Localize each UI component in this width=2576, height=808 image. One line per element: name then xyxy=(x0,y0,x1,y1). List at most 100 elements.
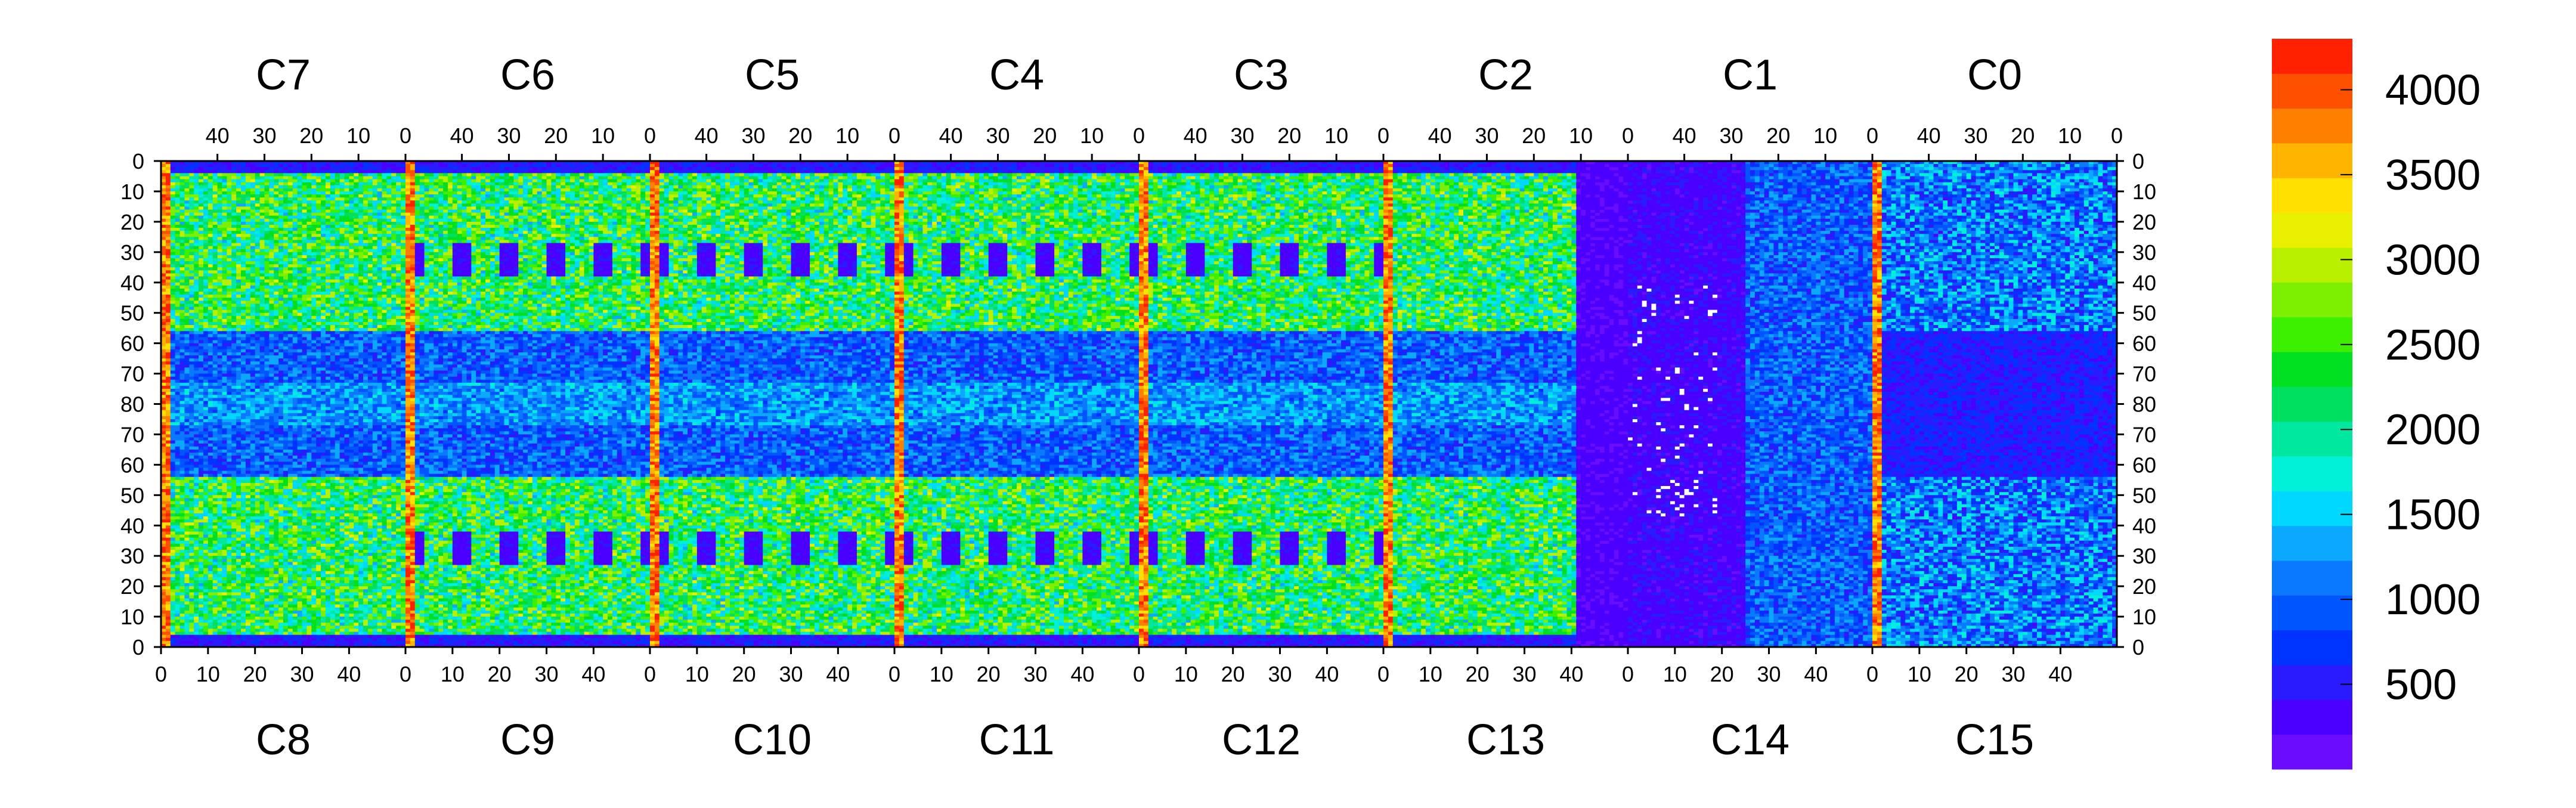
heatmap-cell xyxy=(500,191,504,194)
heatmap-cell xyxy=(1713,170,1717,173)
heatmap-cell xyxy=(2107,182,2112,185)
heatmap-cell xyxy=(739,173,744,176)
heatmap-cell xyxy=(1957,179,1962,182)
heatmap-cell xyxy=(556,176,561,179)
heatmap-cell xyxy=(650,173,655,176)
heatmap-cell xyxy=(471,170,476,173)
heatmap-cell xyxy=(1840,167,1849,170)
heatmap-cell xyxy=(1176,164,1181,167)
heatmap-cell xyxy=(744,170,754,173)
heatmap-cell xyxy=(1685,191,1689,194)
heatmap-cell xyxy=(171,179,175,182)
heatmap-cell xyxy=(537,185,542,188)
heatmap-cell xyxy=(965,182,970,185)
heatmap-cell xyxy=(363,164,373,167)
heatmap-cell xyxy=(410,176,415,179)
heatmap-cell xyxy=(1769,173,1774,176)
heatmap-cell xyxy=(974,167,984,170)
heatmap-cell xyxy=(1858,188,1863,191)
heatmap-cell xyxy=(1938,167,1948,170)
heatmap-cell xyxy=(584,176,589,179)
heatmap-cell xyxy=(1139,191,1144,194)
heatmap-cell xyxy=(979,188,984,191)
heatmap-cell xyxy=(1670,191,1675,194)
heatmap-cell xyxy=(1656,188,1675,191)
heatmap-cell xyxy=(1538,182,1543,185)
heatmap-cell xyxy=(1398,191,1402,194)
heatmap-cell xyxy=(2056,176,2061,179)
heatmap-cell xyxy=(184,194,199,197)
heatmap-cell xyxy=(2089,182,2094,185)
heatmap-cell xyxy=(692,194,711,197)
heatmap-cell xyxy=(2042,176,2046,179)
heatmap-cell xyxy=(660,173,664,176)
heatmap-cell xyxy=(1887,173,1891,176)
heatmap-cell xyxy=(1506,185,1510,188)
heatmap-cell xyxy=(420,182,425,185)
heatmap-cell xyxy=(951,176,956,179)
heatmap-cell xyxy=(1675,173,1680,176)
heatmap-cell xyxy=(1238,179,1243,182)
heatmap-cell xyxy=(744,173,749,176)
heatmap-cell xyxy=(1825,179,1835,182)
heatmap-cell xyxy=(1562,185,1567,188)
heatmap-cell xyxy=(2103,191,2107,194)
heatmap-cell xyxy=(946,182,951,185)
heatmap-cell xyxy=(1148,170,1153,173)
heatmap-cell xyxy=(453,164,462,167)
heatmap-cell xyxy=(1840,170,1844,173)
heatmap-cell xyxy=(1614,185,1680,188)
heatmap-cell xyxy=(1877,191,1882,194)
heatmap-cell xyxy=(1797,185,1807,188)
heatmap-cell xyxy=(1299,164,1304,167)
heatmap-cell xyxy=(1830,173,1835,176)
heatmap-cell xyxy=(890,176,894,179)
heatmap-cell xyxy=(1200,194,1205,197)
heatmap-cell xyxy=(1049,176,1054,179)
heatmap-cell xyxy=(1087,191,1092,194)
heatmap-cell xyxy=(260,164,270,167)
heatmap-cell xyxy=(2107,173,2112,176)
heatmap-cell xyxy=(561,176,565,179)
heatmap-cell xyxy=(960,164,965,167)
heatmap-cell xyxy=(1040,194,1049,197)
heatmap-cell xyxy=(1924,182,1929,185)
heatmap-cell xyxy=(1374,182,1379,185)
heatmap-cell xyxy=(1525,191,1530,194)
heatmap-cell xyxy=(1520,188,1525,191)
heatmap-cell xyxy=(960,167,965,170)
heatmap-cell xyxy=(1078,182,1083,185)
heatmap-cell xyxy=(1957,191,1962,194)
heatmap-cell xyxy=(875,185,885,188)
heatmap-cell xyxy=(1618,188,1628,191)
heatmap-cell xyxy=(1656,182,1665,185)
heatmap-cell xyxy=(1158,185,1163,188)
heatmap-cell xyxy=(429,176,438,179)
heatmap-cell xyxy=(1506,176,1510,179)
heatmap-cell xyxy=(847,170,852,173)
heatmap-cell xyxy=(960,173,965,176)
heatmap-cell xyxy=(1562,170,1567,173)
heatmap-cell xyxy=(970,188,974,191)
heatmap-cell xyxy=(1416,182,1421,185)
heatmap-cell xyxy=(2103,164,2107,167)
heatmap-cell xyxy=(1069,194,1073,197)
heatmap-cell xyxy=(753,173,758,176)
heatmap-cell xyxy=(989,182,998,185)
heatmap-cell xyxy=(758,179,763,182)
heatmap-cell xyxy=(711,167,716,170)
heatmap-cell xyxy=(767,194,772,197)
heatmap-cell xyxy=(467,188,472,191)
heatmap-cell xyxy=(960,185,970,188)
heatmap-cell xyxy=(1543,182,1553,185)
heatmap-cell xyxy=(1402,188,1412,191)
heatmap-cell xyxy=(1773,173,1778,176)
heatmap-cell xyxy=(1440,173,1445,176)
heatmap-cell xyxy=(2042,185,2046,188)
heatmap-cell xyxy=(1012,164,1017,167)
heatmap-cell xyxy=(425,188,429,191)
heatmap-cell xyxy=(1374,185,1379,188)
heatmap-cell xyxy=(227,185,231,188)
heatmap-cell xyxy=(1238,182,1243,185)
heatmap-cell xyxy=(255,164,260,167)
